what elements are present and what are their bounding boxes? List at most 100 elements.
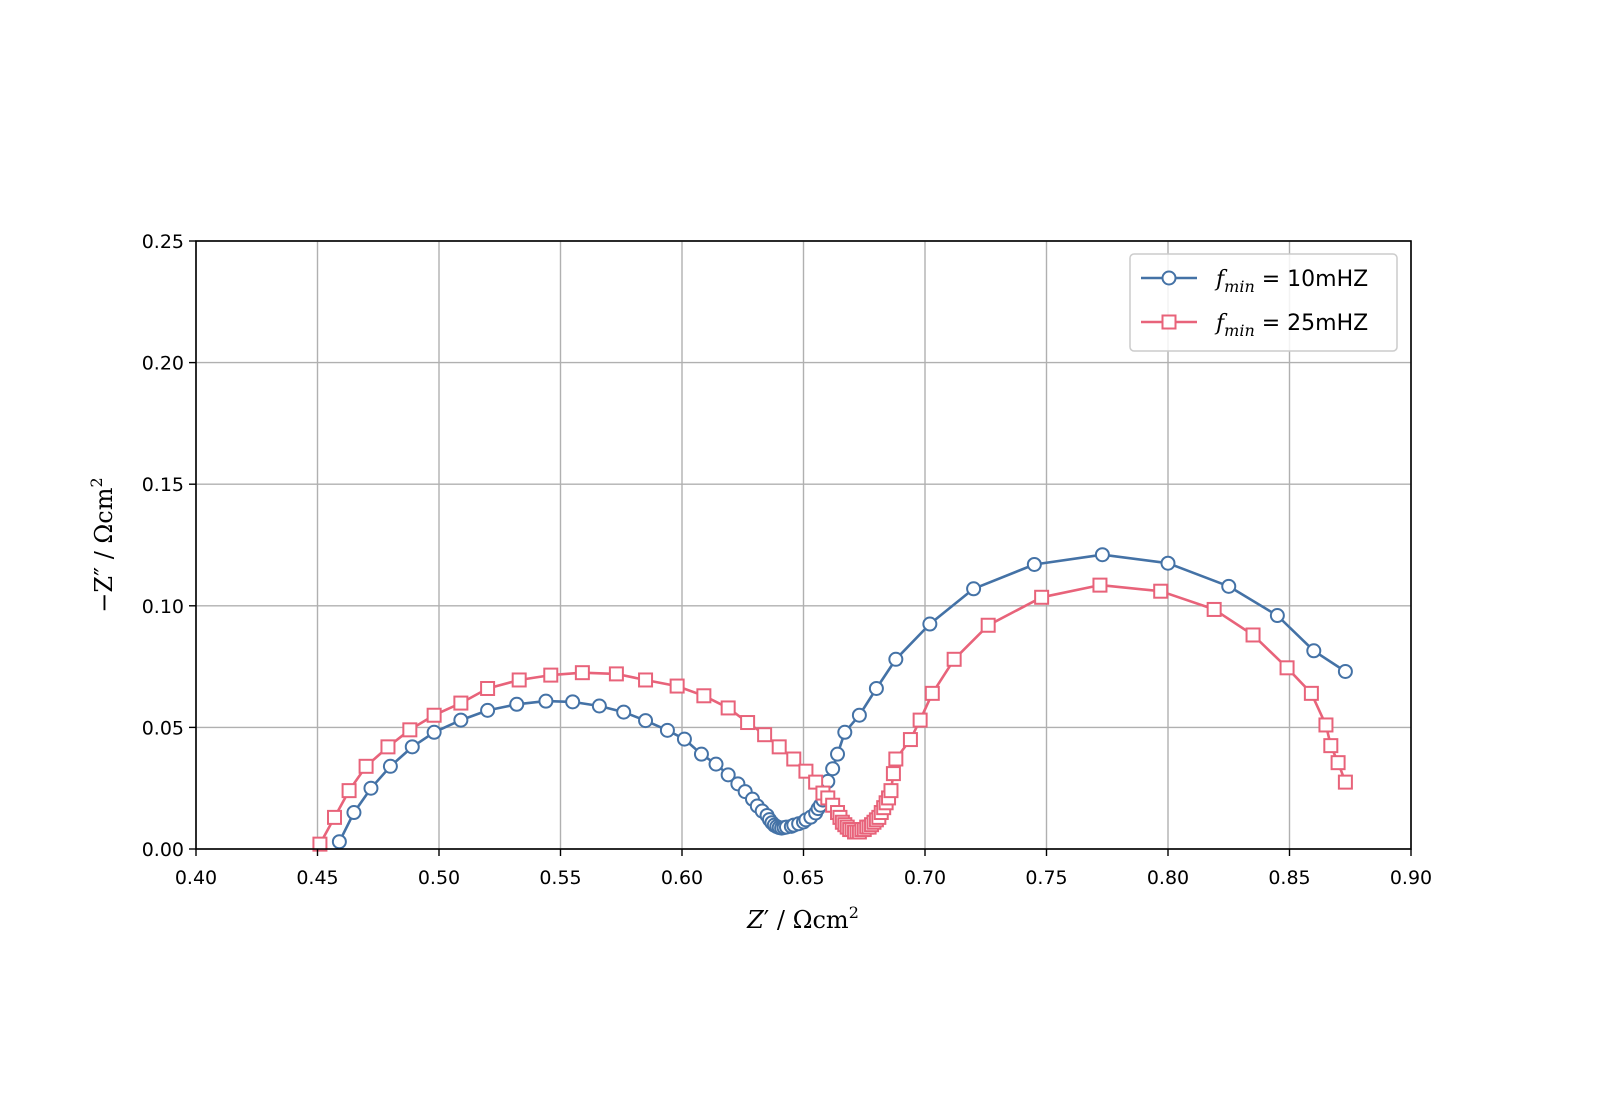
y-tick-label: 0.20 <box>142 353 184 375</box>
data-point <box>830 746 846 762</box>
x-tick-label: 0.45 <box>296 867 338 889</box>
data-point <box>1094 547 1110 563</box>
data-point <box>509 696 525 712</box>
x-tick-label: 0.40 <box>175 867 217 889</box>
data-point <box>720 700 736 716</box>
data-point <box>837 724 853 740</box>
data-point <box>608 666 624 682</box>
data-point <box>740 715 756 731</box>
legend-label-10mhz: fmin = 10mHZ <box>1214 267 1368 296</box>
data-point <box>888 751 904 767</box>
x-tick-label: 0.90 <box>1390 867 1432 889</box>
data-point <box>404 739 420 755</box>
data-point <box>327 809 343 825</box>
data-point <box>669 678 685 694</box>
data-point <box>1303 685 1319 701</box>
data-point <box>851 707 867 723</box>
data-point <box>402 722 418 738</box>
x-tick-label: 0.70 <box>904 867 946 889</box>
data-point <box>426 724 442 740</box>
data-point <box>453 712 469 728</box>
legend-label-25mhz: fmin = 25mHZ <box>1214 311 1368 340</box>
data-point <box>591 698 607 714</box>
series-line <box>338 553 1347 843</box>
series-0 <box>331 547 1353 850</box>
data-point <box>980 617 996 633</box>
data-point <box>1206 601 1222 617</box>
x-tick-label: 0.65 <box>782 867 824 889</box>
data-point <box>1160 555 1176 571</box>
data-point <box>885 766 901 782</box>
data-point <box>825 761 841 777</box>
x-tick-label: 0.85 <box>1268 867 1310 889</box>
y-tick-label: 0.25 <box>142 231 184 253</box>
y-axis-ticks: 0.00 0.05 0.10 0.15 0.20 0.25 <box>142 231 196 861</box>
data-point <box>676 731 692 747</box>
data-point <box>1269 608 1285 624</box>
plot-series <box>312 547 1353 852</box>
data-point <box>346 805 362 821</box>
data-point <box>888 651 904 667</box>
data-point <box>924 685 940 701</box>
data-point <box>616 704 632 720</box>
data-point <box>511 672 527 688</box>
data-point <box>1337 663 1353 679</box>
data-point <box>1034 589 1050 605</box>
data-point <box>946 651 962 667</box>
data-point <box>771 739 787 755</box>
data-point <box>902 732 918 748</box>
data-point <box>480 680 496 696</box>
data-point <box>1026 556 1042 572</box>
legend-marker-circle <box>1161 270 1177 286</box>
data-point <box>1245 627 1261 643</box>
data-point <box>757 727 773 743</box>
data-point <box>912 712 928 728</box>
data-point <box>883 783 899 799</box>
data-point <box>1092 577 1108 593</box>
data-point <box>538 693 554 709</box>
data-point <box>786 751 802 767</box>
data-point <box>574 665 590 681</box>
data-point <box>363 780 379 796</box>
x-tick-label: 0.75 <box>1025 867 1067 889</box>
series-1 <box>312 577 1353 852</box>
data-point <box>922 616 938 632</box>
data-point <box>868 680 884 696</box>
data-point <box>1279 660 1295 676</box>
y-tick-label: 0.10 <box>142 596 184 618</box>
data-point <box>426 707 442 723</box>
data-point <box>1318 717 1334 733</box>
y-tick-label: 0.00 <box>142 839 184 861</box>
data-point <box>1306 643 1322 659</box>
data-point <box>708 756 724 772</box>
data-point <box>638 713 654 729</box>
data-point <box>380 739 396 755</box>
data-point <box>693 746 709 762</box>
data-point <box>696 688 712 704</box>
y-tick-label: 0.05 <box>142 717 184 739</box>
data-point <box>1337 774 1353 790</box>
data-point <box>331 834 347 850</box>
x-tick-label: 0.60 <box>661 867 703 889</box>
x-axis-ticks: 0.40 0.45 0.50 0.55 0.60 0.65 0.70 0.75 0.80 0.85… <box>175 849 1432 889</box>
data-point <box>543 667 559 683</box>
legend-marker-square <box>1161 314 1177 330</box>
data-point <box>312 836 328 852</box>
data-point <box>453 695 469 711</box>
data-point <box>966 581 982 597</box>
data-point <box>659 722 675 738</box>
y-tick-label: 0.15 <box>142 474 184 496</box>
data-point <box>480 702 496 718</box>
data-point <box>798 763 814 779</box>
data-point <box>1153 583 1169 599</box>
data-point <box>382 758 398 774</box>
data-point <box>341 783 357 799</box>
x-tick-label: 0.50 <box>418 867 460 889</box>
x-tick-label: 0.80 <box>1147 867 1189 889</box>
data-point <box>1323 738 1339 754</box>
data-point <box>1221 578 1237 594</box>
data-point <box>638 672 654 688</box>
data-point <box>720 767 736 783</box>
x-tick-label: 0.55 <box>539 867 581 889</box>
legend: fmin = 10mHZ fmin = 25mHZ <box>1129 253 1398 352</box>
